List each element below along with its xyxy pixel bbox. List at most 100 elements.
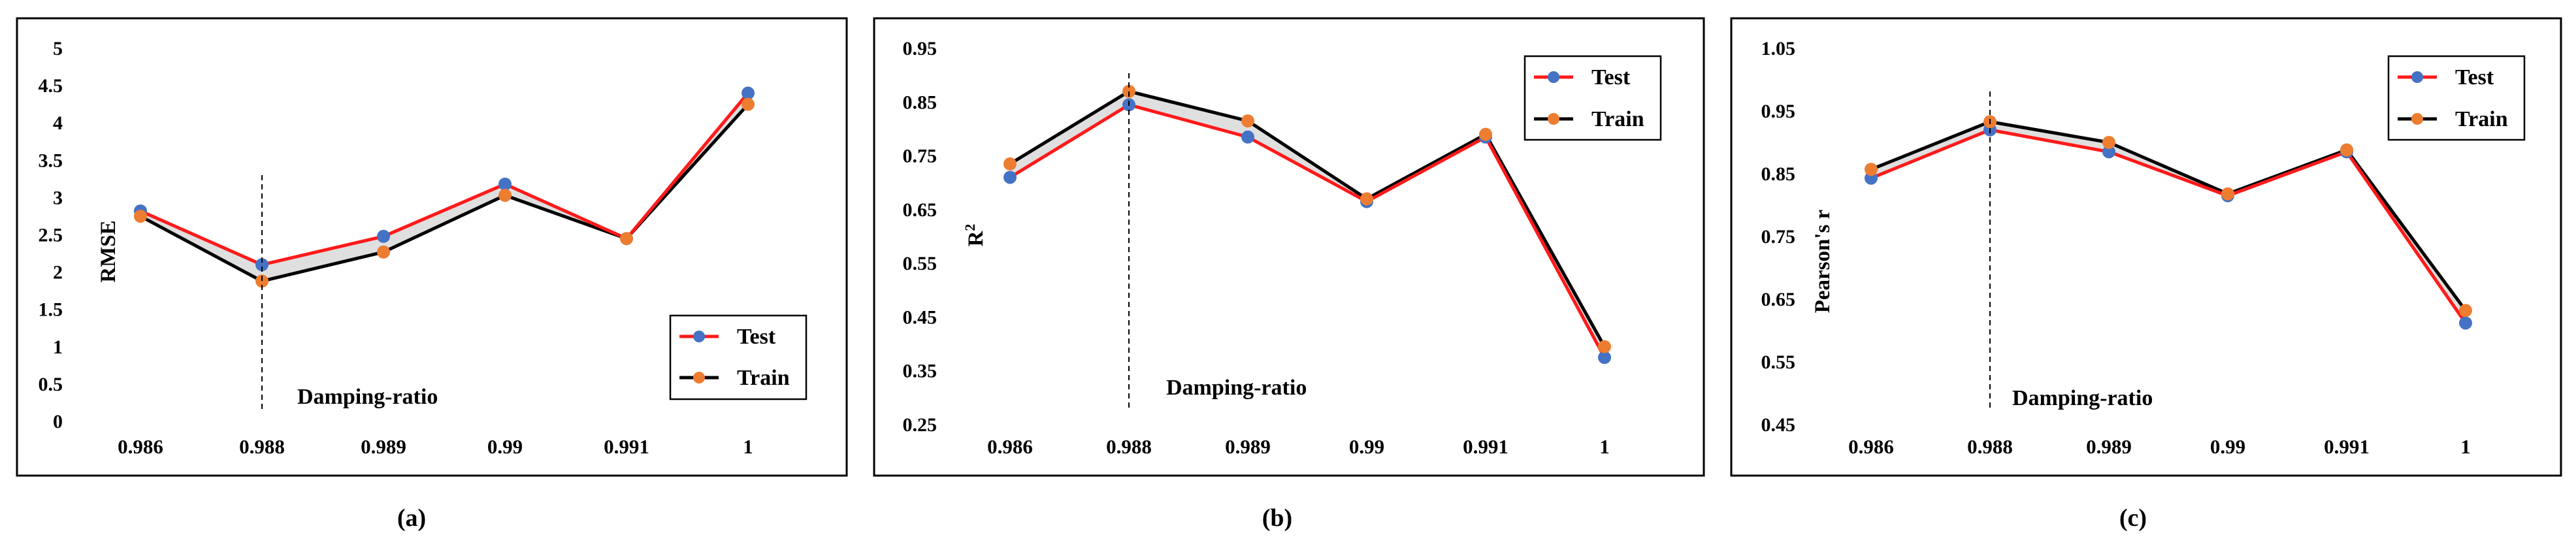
panel-c-legend-train-marker (2411, 113, 2423, 125)
panel-c-xtick-label: 0.988 (1967, 435, 2013, 458)
panel-a-ytick-label: 1.5 (39, 299, 63, 321)
panel-b-xtick-label: 0.988 (1106, 435, 1152, 458)
panel-c-point-train (2221, 187, 2234, 201)
panel-c-caption: (c) (2119, 504, 2147, 532)
panel-b-point-train (1241, 114, 1254, 128)
panel-b-ytick-label: 0.65 (903, 199, 937, 221)
panel-c-xtick-label: 0.99 (2210, 435, 2245, 458)
panel-b-legend: Test Train (1524, 55, 1662, 141)
panel-a-legend-test-label: Test (737, 325, 776, 349)
panel-c-point-train (2459, 304, 2472, 318)
chart-panel-a: 00.511.522.533.544.55 0.986 0.988 0.989 0.9… (16, 17, 848, 532)
panel-a-xtick-label: 0.989 (361, 435, 406, 458)
panel-b-ytick-label: 0.25 (903, 414, 937, 436)
panel-b-lines (1009, 90, 1606, 359)
panel-b-markers (1003, 84, 1611, 365)
panel-c-legend-test-label: Test (2455, 65, 2494, 90)
panel-c-annotation: Damping-ratio (2012, 386, 2153, 410)
panel-a-ytick-label: 5 (53, 38, 63, 59)
panel-a-ytick-label: 4.5 (39, 75, 63, 97)
panel-c-xtick-label: 0.991 (2324, 435, 2370, 458)
panel-c-ytick-label: 0.65 (1761, 289, 1796, 310)
panel-a-point-test (498, 177, 512, 191)
panel-b-point-test (1598, 351, 1611, 365)
panel-b-xtick-label: 1 (1599, 435, 1610, 458)
panel-c-legend: Test Train (2387, 55, 2526, 141)
panel-b-y-ticks: 0.25 0.35 0.45 0.55 0.65 0.75 0.85 0.95 (903, 38, 937, 436)
panel-a-annotation: Damping-ratio (297, 385, 438, 409)
panel-a-xtick-label: 1 (743, 435, 753, 458)
panel-b-xtick-label: 0.989 (1225, 435, 1271, 458)
panel-b-ytick-label: 0.55 (903, 253, 937, 274)
panel-b-ytick-label: 0.75 (903, 146, 937, 167)
panel-b-legend-frame (1524, 55, 1662, 141)
panel-a-xtick-label: 0.99 (487, 435, 523, 458)
chart-panel-b: 0.250.350.450.550.650.750.850.95 0.986 0.… (873, 17, 1705, 532)
panel-a-legend-frame (669, 314, 807, 400)
panel-c-xtick-label: 0.986 (1848, 435, 1894, 458)
panel-a-ytick-label: 3.5 (39, 150, 63, 171)
panel-c-line-test (1870, 128, 2468, 324)
panel-c-ytick-label: 1.05 (1761, 38, 1796, 59)
panel-b-point-train (1360, 192, 1373, 206)
panel-b-point-test (1003, 171, 1017, 184)
panel-b-x-ticks: 0.986 0.988 0.989 0.99 0.991 1 (987, 435, 1610, 458)
panel-a-y-ticks: 0 0.5 1 1.5 2 2.5 3 3.5 4 4.5 5 (39, 38, 63, 432)
panel-b-line-train (1009, 90, 1606, 348)
panel-b-xtick-label: 0.986 (987, 435, 1033, 458)
panel-a-ytick-label: 1 (53, 336, 63, 358)
panel-c-ytick-label: 0.45 (1761, 414, 1796, 436)
panel-b-ytick-label: 0.35 (903, 361, 937, 382)
panel-a-lines (139, 91, 749, 283)
panel-a-markers (134, 86, 755, 288)
panel-b-legend-train-marker (1548, 113, 1559, 125)
panel-c-x-ticks: 0.986 0.988 0.989 0.99 0.991 1 (1848, 435, 2471, 458)
panel-b-point-train (1122, 84, 1135, 98)
panel-a-ytick-label: 4 (53, 112, 63, 134)
panel-b-caption: (b) (1262, 504, 1292, 532)
panel-c-point-test (2459, 316, 2472, 330)
panel-a-ytick-label: 2.5 (39, 225, 63, 246)
panel-c-legend-test-marker (2411, 71, 2423, 83)
panel-b-y-axis-title-sup: 2 (962, 224, 978, 231)
panel-b-point-train (1003, 157, 1017, 171)
panel-a-ytick-label: 0.5 (39, 374, 63, 395)
panel-b-ytick-label: 0.95 (903, 38, 937, 59)
panel-c-lines (1870, 120, 2468, 324)
panel-b-point-test (1241, 130, 1254, 144)
panel-b-y-axis-title-base: R (964, 230, 988, 246)
panel-c-ytick-label: 0.95 (1761, 101, 1796, 122)
panel-b-line-test (1009, 103, 1606, 359)
panel-b-legend-train-label: Train (1591, 107, 1644, 131)
panel-c-point-test (2102, 145, 2115, 159)
panel-c-ytick-label: 0.75 (1761, 226, 1796, 248)
panel-a-line-test (139, 91, 749, 267)
panel-a-point-train (134, 209, 147, 223)
panel-b-y-axis-title: R2 (962, 224, 988, 247)
panel-c-ytick-label: 0.55 (1761, 351, 1796, 373)
chart-panel-c: 0.45 0.55 0.65 0.75 0.85 0.95 1.05 0.986 0.988 0… (1730, 17, 2562, 532)
panel-a-y-axis-title: RMSE (97, 220, 120, 282)
panel-b-legend-test-marker (1548, 71, 1559, 83)
panel-a-point-train (620, 232, 633, 246)
panel-a-legend-test-marker (693, 331, 705, 342)
panel-a-point-train (498, 188, 512, 202)
panel-c-y-ticks: 0.45 0.55 0.65 0.75 0.85 0.95 1.05 (1761, 38, 1796, 436)
panel-c-line-train (1870, 120, 2468, 312)
panel-c-legend-train-label: Train (2455, 107, 2508, 131)
panel-c-ytick-label: 0.85 (1761, 163, 1796, 185)
panel-a-point-test (255, 258, 269, 272)
panel-a-xtick-label: 0.986 (118, 435, 163, 458)
panel-c-markers (1865, 115, 2472, 330)
panel-c-point-train (1865, 163, 1878, 176)
panel-a-legend-train-marker (693, 372, 705, 383)
panel-a-ytick-label: 3 (53, 187, 63, 208)
panel-c-xtick-label: 0.989 (2086, 435, 2132, 458)
panel-b-annotation: Damping-ratio (1166, 376, 1307, 400)
panel-c-y-axis-title: Pearson's r (1811, 210, 1834, 314)
panel-a-point-test (742, 86, 755, 100)
panel-b-point-train (1598, 340, 1611, 353)
panel-a-xtick-label: 0.988 (239, 435, 285, 458)
panel-b-point-train (1479, 127, 1492, 141)
